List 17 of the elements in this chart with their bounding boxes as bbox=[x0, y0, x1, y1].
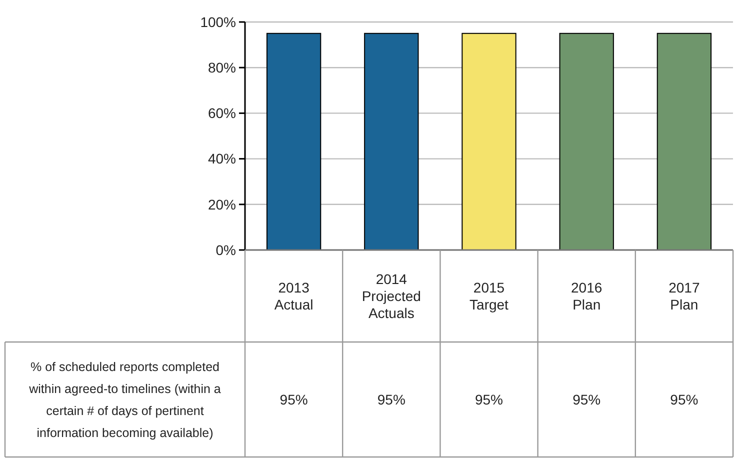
y-tick-label: 60% bbox=[208, 105, 236, 122]
x-tick-label: 2015 Target bbox=[470, 279, 509, 312]
x-tick-label: 2017 Plan bbox=[668, 279, 700, 312]
data-label: 95% bbox=[377, 391, 406, 408]
y-tick-label: 100% bbox=[200, 14, 236, 30]
data-label: 95% bbox=[280, 391, 308, 408]
data-label: 95% bbox=[670, 391, 698, 408]
data-label: 95% bbox=[572, 391, 601, 408]
y-tick-label: 80% bbox=[208, 60, 236, 76]
y-tick-label: 40% bbox=[208, 150, 236, 167]
x-tick-label: 2014 Projected Actuals bbox=[362, 270, 421, 321]
y-tick-label: 20% bbox=[208, 196, 236, 212]
y-tick-label: 0% bbox=[216, 242, 236, 258]
x-tick-label: 2016 Plan bbox=[571, 279, 602, 312]
text: % of scheduled reports completed within agreed-to timelines (within a certain # of days of pertinent information becoming available) bbox=[28, 360, 221, 440]
data-label: 95% bbox=[474, 391, 504, 408]
x-tick-label: 2013 Actual bbox=[274, 279, 314, 312]
